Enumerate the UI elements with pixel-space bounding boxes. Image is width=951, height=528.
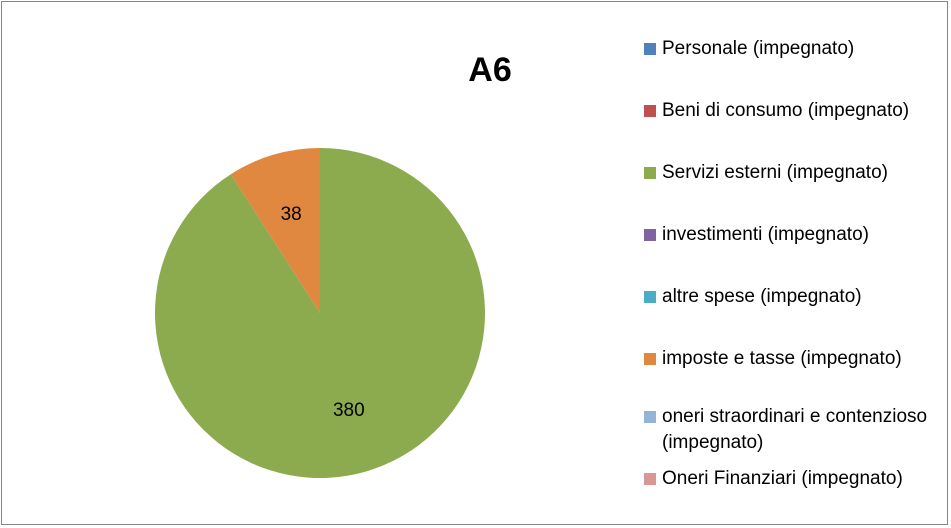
legend-entry: imposte e tasse (impegnato)	[644, 346, 944, 372]
legend-entry: oneri straordinari e contenzioso (impegn…	[644, 404, 944, 456]
legend-entry: Beni di consumo (impegnato)	[644, 98, 944, 124]
legend-swatch	[644, 473, 656, 485]
legend-swatch	[644, 43, 656, 55]
legend-label: investimenti (impegnato)	[662, 224, 869, 245]
chart-title: A6	[468, 51, 511, 89]
legend-swatch	[644, 105, 656, 117]
legend-label: altre spese (impegnato)	[662, 286, 862, 307]
legend-label: Personale (impegnato)	[662, 38, 855, 59]
data-label: 38	[281, 204, 302, 225]
legend-swatch	[644, 291, 656, 303]
legend-swatch	[644, 167, 656, 179]
data-label: 380	[333, 400, 365, 421]
legend-label: oneri straordinari e contenzioso (impegn…	[662, 406, 928, 453]
legend-entry: Personale (impegnato)	[644, 36, 944, 62]
legend-entry: altre spese (impegnato)	[644, 284, 944, 310]
legend-label: Servizi esterni (impegnato)	[662, 162, 888, 183]
legend-label: Oneri Finanziari (impegnato)	[662, 468, 903, 489]
legend-swatch	[644, 229, 656, 241]
pie-slice	[230, 148, 320, 313]
legend-label: Beni di consumo (impegnato)	[662, 100, 910, 121]
legend-swatch	[644, 411, 656, 423]
legend-entry: investimenti (impegnato)	[644, 222, 944, 248]
legend-entry: Servizi esterni (impegnato)	[644, 160, 944, 186]
legend-swatch	[644, 353, 656, 365]
legend-label: imposte e tasse (impegnato)	[662, 348, 902, 369]
legend-entry: Oneri Finanziari (impegnato)	[644, 466, 944, 492]
